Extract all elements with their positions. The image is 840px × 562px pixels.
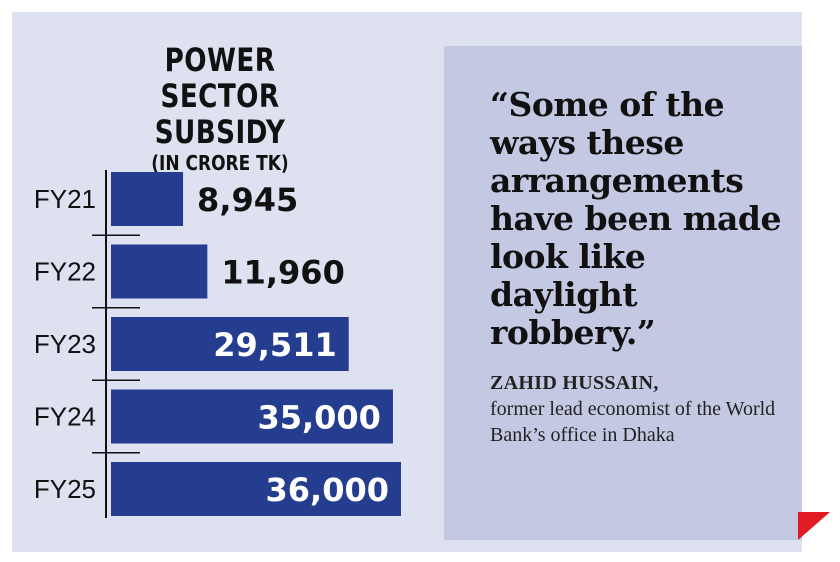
chart-title: POWER SECTOR SUBSIDY [154,41,286,151]
quote-author: ZAHID HUSSAIN, [490,372,659,394]
bar-fy22 [111,244,208,299]
bar-fy23 [111,317,349,371]
page-curl-corner [798,512,830,540]
category-label-fy22: FY22 [34,257,96,287]
quote-author-role: former lead economist of the World Bank’… [490,398,776,446]
bar-fy21 [111,172,184,226]
category-label-fy25: FY25 [34,474,96,504]
bar-fy25 [111,462,401,516]
value-label-fy22: 11,960 [221,254,344,292]
chart-subtitle: (IN CRORE TK) [151,151,289,175]
value-label-fy23: 29,511 [213,326,336,364]
quote-text: “Some of the ways these arrangements hav… [490,85,781,352]
category-label-fy21: FY21 [34,184,96,214]
value-label-fy25: 36,000 [266,471,389,509]
value-label-fy21: 8,945 [197,181,298,219]
chart-title-block: POWER SECTOR SUBSIDY (IN CRORE TK) [100,42,340,176]
quote-attribution: ZAHID HUSSAIN, former lead economist of … [490,370,790,448]
category-label-fy23: FY23 [34,329,96,359]
quote-card [444,46,802,540]
category-label-fy24: FY24 [34,402,96,432]
bar-fy24 [111,389,393,444]
subsidy-bar-chart: FY21 8,945 FY22 11,960 FY23 29,511 FY24 35,000 F… [34,170,401,518]
value-label-fy24: 35,000 [257,399,380,437]
